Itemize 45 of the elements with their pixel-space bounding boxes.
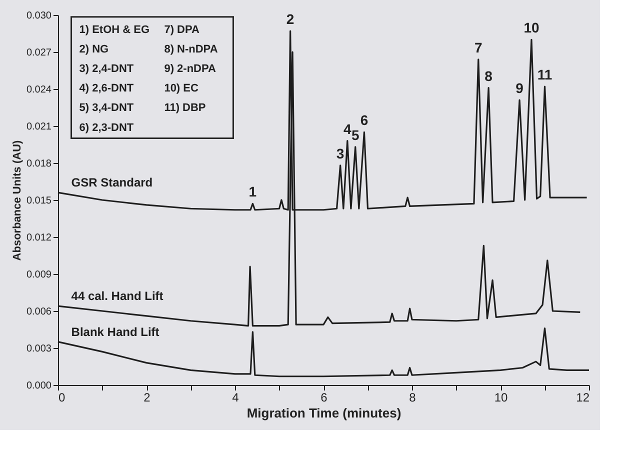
- x-tick-label: 8: [409, 390, 416, 404]
- y-tick-label: 0.006: [26, 306, 52, 318]
- annotation: 11: [537, 66, 552, 83]
- annotation: 7) DPA: [164, 24, 200, 36]
- annotation: 6) 2,3-DNT: [79, 122, 134, 134]
- annotation: 9: [516, 80, 524, 96]
- x-tick-label: 12: [576, 390, 590, 404]
- x-tick-label: 0: [58, 390, 66, 404]
- annotation: 2: [286, 11, 294, 28]
- annotation: 9) 2-nDPA: [164, 63, 216, 76]
- annotation: 4) 2,6-DNT: [79, 82, 134, 95]
- annotation: 2) NG: [79, 43, 109, 56]
- annotation: 5) 3,4-DNT: [79, 102, 134, 114]
- x-tick-label: 10: [494, 390, 508, 404]
- x-tick-label: 4: [232, 390, 240, 404]
- series-label: Blank Hand Lift: [71, 324, 160, 339]
- annotation: 4: [343, 120, 352, 137]
- annotation: 7: [474, 39, 482, 56]
- y-tick-label: 0.030: [26, 10, 52, 22]
- y-tick-label: 0.024: [26, 84, 52, 96]
- annotation: 10) EC: [164, 82, 198, 95]
- y-tick-label: 0.018: [26, 158, 52, 170]
- series-label: GSR Standard: [71, 176, 153, 190]
- x-axis-title: Migration Time (minutes): [246, 406, 402, 420]
- annotation: 8: [484, 68, 493, 84]
- annotation: 3: [336, 145, 344, 162]
- annotation: 1) EtOH & EG: [79, 24, 150, 36]
- series-label: 44 cal. Hand Lift: [71, 289, 164, 304]
- y-tick-label: 0.000: [26, 380, 52, 392]
- x-tick-label: 2: [144, 390, 151, 404]
- y-tick-label: 0.012: [26, 232, 52, 244]
- annotation: 11) DBP: [164, 102, 206, 114]
- y-tick-label: 0.027: [26, 48, 52, 58]
- x-tick-label: 6: [320, 390, 328, 404]
- y-axis-title: Absorbance Units (AU): [11, 140, 24, 261]
- annotation: 10: [524, 20, 540, 36]
- y-tick-label: 0.015: [26, 196, 52, 206]
- annotation: 3) 2,4-DNT: [79, 63, 134, 76]
- annotation: 8) N-nDPA: [164, 43, 218, 56]
- y-tick-label: 0.003: [26, 344, 52, 354]
- y-tick-label: 0.009: [26, 270, 52, 280]
- y-tick-label: 0.021: [26, 122, 52, 132]
- annotation: 5: [351, 126, 360, 143]
- annotation: 6: [360, 112, 368, 128]
- annotation: 1: [248, 184, 257, 200]
